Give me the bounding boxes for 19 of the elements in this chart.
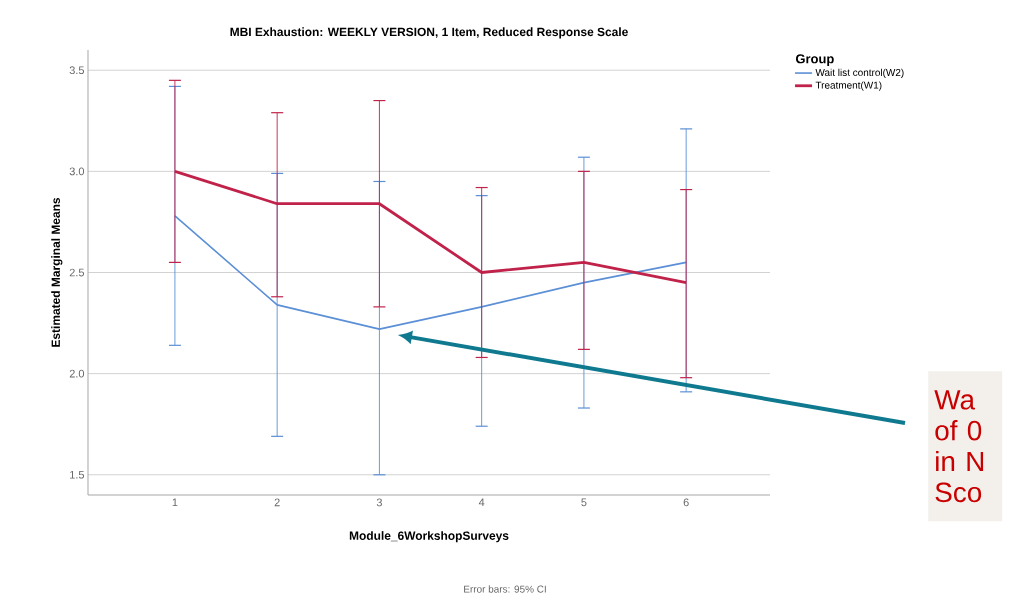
x-tick-label: 1 [172, 498, 178, 507]
legend-title: Group [795, 54, 834, 66]
x-tick-label: 3 [376, 498, 382, 507]
y-tick-label: 3.5 [69, 66, 85, 75]
y-tick-label: 1.5 [70, 470, 85, 479]
text: Error bars: 95% CI [464, 585, 546, 593]
x-tick-label: 2 [274, 498, 280, 507]
y-tick-label: 3.0 [69, 167, 85, 176]
y-tick-label: 2.5 [69, 268, 85, 277]
text: Wa of 0 in N Sco [934, 390, 984, 503]
legend-label: Treatment(W1) [815, 81, 882, 91]
chart-title: MBI Exhaustion: WEEKLY VERSION, 1 Item, Reduced Response Scale [230, 27, 628, 39]
y-axis-title: Estimated Marginal Means [51, 197, 63, 347]
x-axis-title: Module_6WorkshopSurveys [349, 531, 509, 543]
x-tick-label: 4 [478, 498, 485, 507]
y-tick-label: 2.0 [69, 369, 85, 378]
x-tick-label: 6 [683, 498, 689, 507]
x-tick-label: 5 [581, 498, 587, 507]
legend-label: Wait list control(W2) [815, 68, 904, 78]
